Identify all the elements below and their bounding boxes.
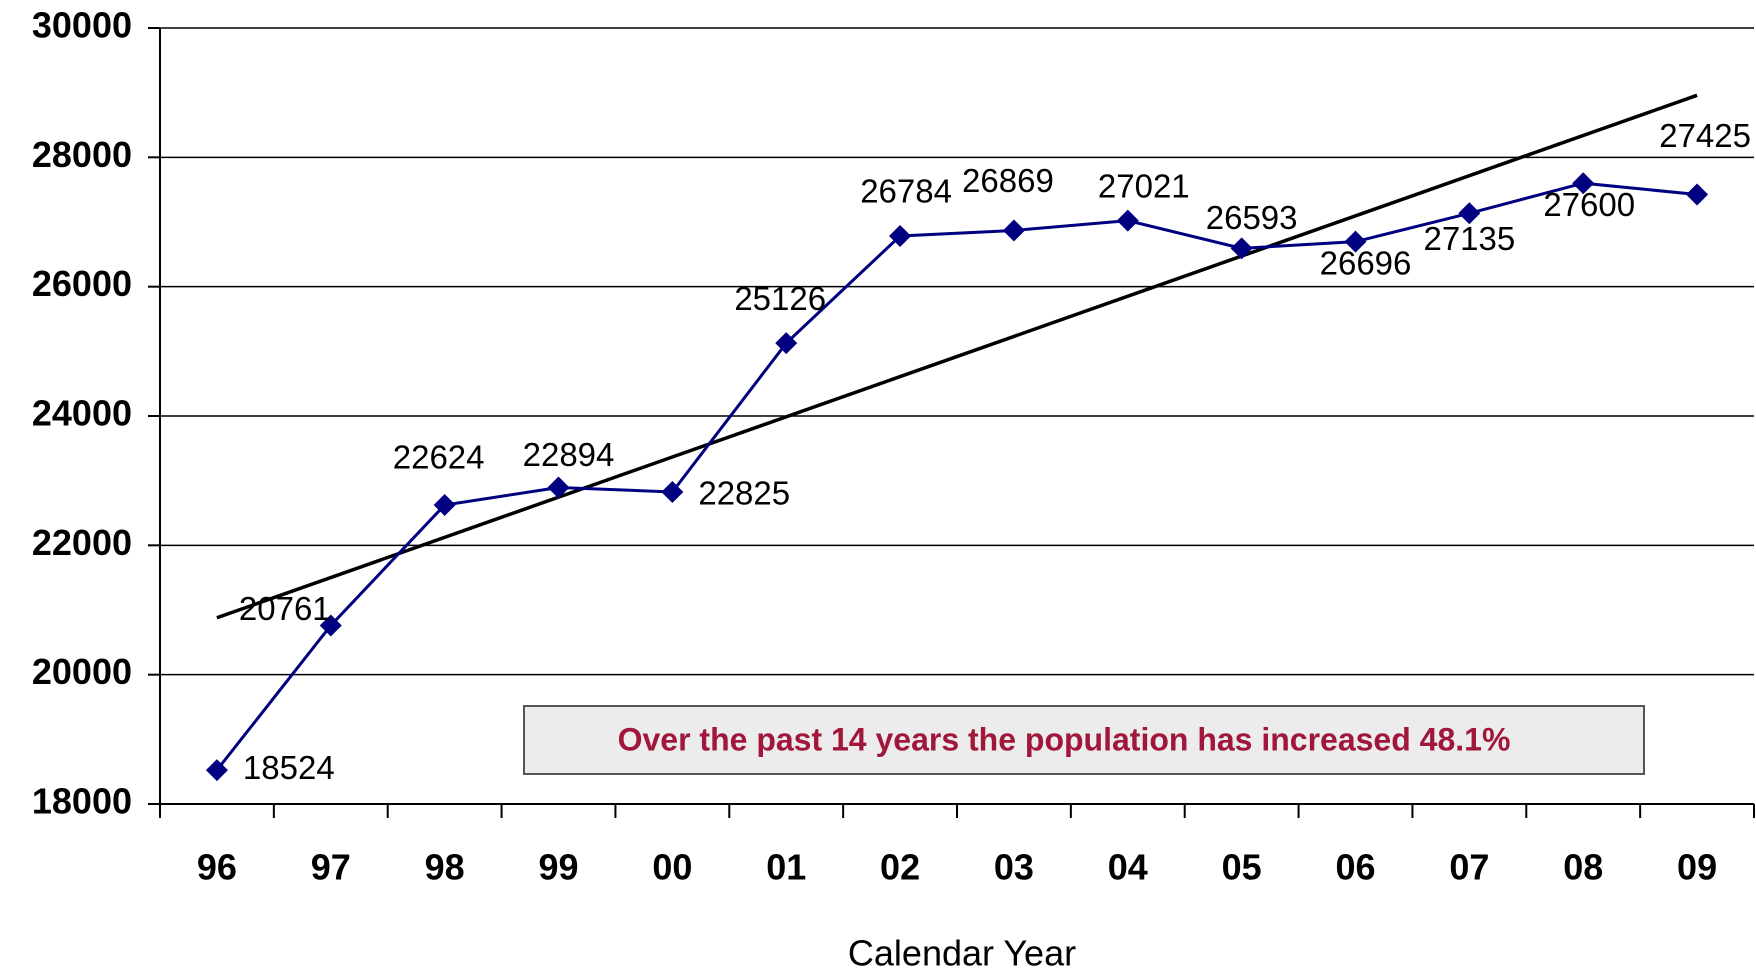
- data-label: 26696: [1320, 244, 1412, 281]
- x-tick-label: 01: [766, 847, 806, 888]
- marker: [1572, 172, 1595, 195]
- series-line: [215, 181, 1698, 772]
- marker: [547, 476, 570, 499]
- y-tick-label: 28000: [32, 134, 132, 175]
- marker: [1458, 202, 1481, 225]
- marker: [433, 493, 456, 516]
- data-label: 27021: [1098, 167, 1190, 204]
- y-tick-label: 26000: [32, 263, 132, 304]
- annotation: Over the past 14 years the population ha…: [618, 721, 1511, 757]
- data-label: 22624: [393, 439, 485, 476]
- data-label: 26784: [860, 173, 952, 210]
- marker: [1116, 209, 1139, 232]
- marker: [1686, 183, 1709, 206]
- x-tick-label: 03: [994, 847, 1034, 888]
- data-label: 27600: [1543, 186, 1635, 223]
- data-label: 27135: [1423, 220, 1515, 257]
- marker: [775, 332, 798, 355]
- y-tick-label: 24000: [32, 393, 132, 434]
- data-label: 20761: [239, 590, 331, 627]
- marker: [661, 480, 684, 503]
- x-tick-label: 05: [1222, 847, 1262, 888]
- x-tick-label: 09: [1677, 847, 1717, 888]
- data-label: 18524: [243, 749, 335, 786]
- x-tick-label: 96: [197, 847, 237, 888]
- marker: [205, 759, 228, 782]
- marker: [1344, 230, 1367, 253]
- y-tick-label: 22000: [32, 522, 132, 563]
- data-label: 26593: [1206, 199, 1298, 236]
- y-tick-label: 20000: [32, 651, 132, 692]
- trendline: [216, 93, 1698, 620]
- data-label: 27425: [1659, 117, 1751, 154]
- annotation-box: [523, 705, 1645, 775]
- marker: [319, 614, 342, 637]
- marker: [889, 224, 912, 247]
- x-tick-label: 08: [1563, 847, 1603, 888]
- x-tick-label: 00: [652, 847, 692, 888]
- x-tick-label: 04: [1108, 847, 1148, 888]
- y-tick-label: 18000: [32, 781, 132, 822]
- x-axis-label: Calendar Year: [848, 933, 1076, 974]
- x-tick-label: 06: [1335, 847, 1375, 888]
- x-tick-label: 07: [1449, 847, 1489, 888]
- y-tick-label: 30000: [32, 5, 132, 46]
- data-label: 22894: [523, 436, 615, 473]
- x-tick-label: 97: [311, 847, 351, 888]
- marker: [1230, 237, 1253, 260]
- x-tick-label: 98: [425, 847, 465, 888]
- data-label: 26869: [962, 162, 1054, 199]
- x-tick-label: 02: [880, 847, 920, 888]
- marker: [1002, 219, 1025, 242]
- data-label: 22825: [698, 475, 790, 512]
- data-label: 25126: [734, 280, 826, 317]
- x-tick-label: 99: [538, 847, 578, 888]
